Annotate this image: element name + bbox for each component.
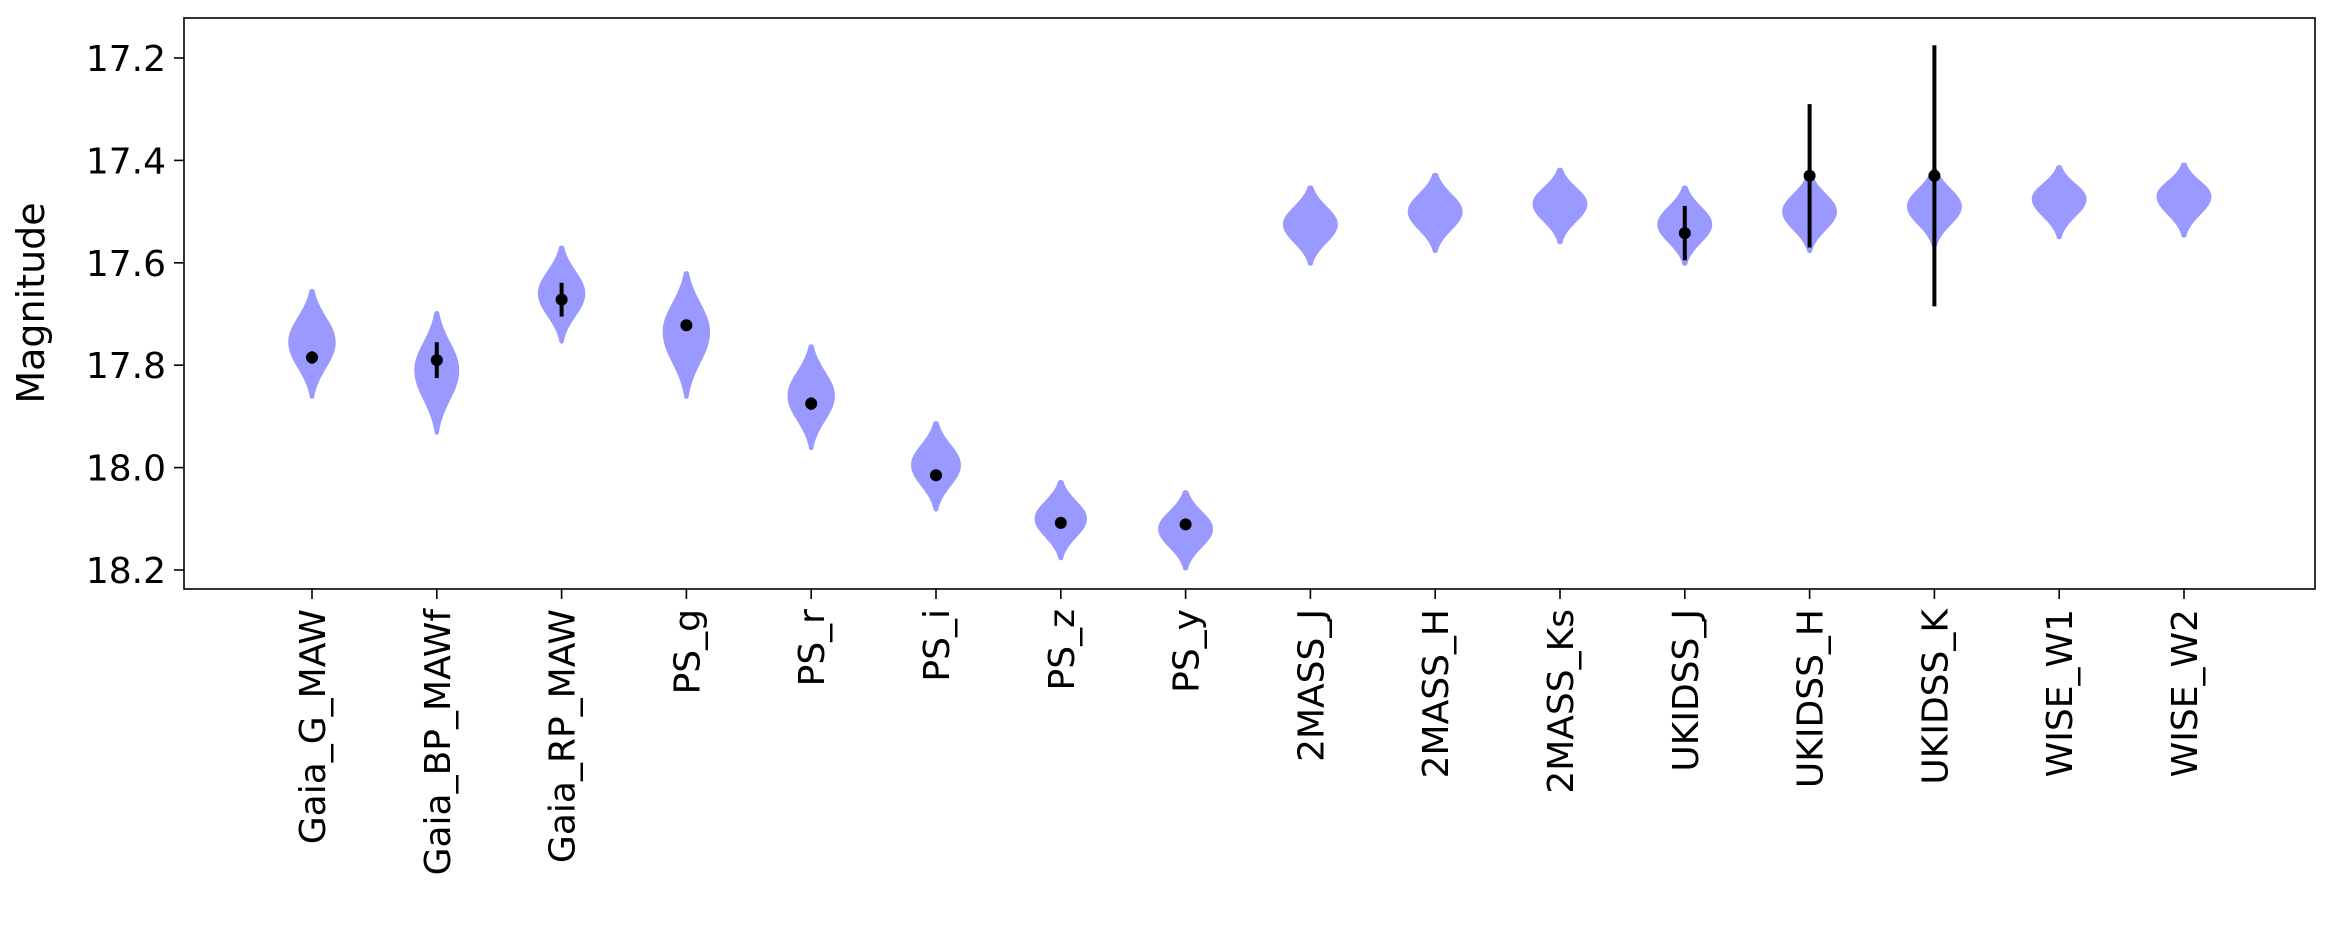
- y-tick-label: 18.0: [86, 449, 166, 490]
- x-tick-label: Gaia_BP_MAWf: [418, 608, 459, 876]
- x-tick-label: UKIDSS_J: [1666, 609, 1707, 772]
- errorbars-layer: [306, 45, 1941, 531]
- point-PS_z: [1054, 516, 1067, 529]
- point-PS_r: [805, 397, 818, 410]
- x-tick-label: 2MASS_Ks: [1541, 609, 1582, 794]
- violin-PS_r: [787, 344, 835, 451]
- violin-2MASS_Ks: [1532, 167, 1588, 245]
- x-axis: Gaia_G_MAW Gaia_BP_MAWf Gaia_RP_MAW PS_g PS_…: [293, 589, 2206, 875]
- point-PS_y: [1179, 518, 1192, 531]
- point-PS_i: [930, 469, 942, 482]
- violin-2MASS_H: [1407, 172, 1463, 253]
- x-tick-label: UKIDSS_K: [1915, 608, 1956, 785]
- x-tick-label: PS_r: [792, 609, 833, 687]
- point-PS_g: [680, 319, 693, 332]
- point-UKIDSS_K: [1928, 169, 1941, 182]
- x-tick-label: PS_y: [1167, 609, 1208, 693]
- point-Gaia_BP_MAWf: [430, 354, 443, 367]
- violin-Gaia_G_MAW: [288, 288, 336, 399]
- violin-WISE_W2: [2156, 162, 2212, 238]
- x-tick-label: Gaia_G_MAW: [293, 609, 334, 844]
- x-tick-label: WISE_W2: [2165, 609, 2206, 777]
- y-tick-label: 17.6: [86, 244, 166, 285]
- y-axis: 17.2 17.4 17.6 17.8 18.0 18.2: [86, 39, 184, 592]
- point-UKIDSS_H: [1803, 169, 1816, 182]
- x-tick-label: 2MASS_H: [1416, 609, 1457, 778]
- point-Gaia_G_MAW: [306, 351, 318, 364]
- y-tick-label: 17.2: [86, 39, 166, 80]
- violin-PS_g: [662, 271, 711, 399]
- y-axis-label: Magnitude: [9, 202, 53, 403]
- plot-frame: [183, 17, 2316, 590]
- point-UKIDSS_J: [1678, 227, 1691, 240]
- y-tick-label: 17.4: [86, 141, 166, 182]
- violin-2MASS_J: [1282, 185, 1338, 266]
- y-tick-label: 17.8: [86, 346, 166, 387]
- violin-WISE_W1: [2031, 165, 2087, 240]
- x-tick-label: WISE_W1: [2040, 609, 2081, 777]
- point-Gaia_RP_MAW: [555, 293, 568, 306]
- y-tick-label: 18.2: [86, 551, 166, 592]
- x-tick-label: Gaia_RP_MAW: [543, 609, 584, 863]
- x-tick-label: UKIDSS_H: [1791, 609, 1832, 788]
- violin-PS_i: [911, 421, 961, 512]
- x-tick-label: 2MASS_J: [1291, 609, 1332, 762]
- violins-layer: [288, 162, 2212, 571]
- x-tick-label: PS_z: [1042, 609, 1083, 690]
- x-tick-label: PS_i: [917, 609, 958, 682]
- x-tick-label: PS_g: [667, 609, 708, 694]
